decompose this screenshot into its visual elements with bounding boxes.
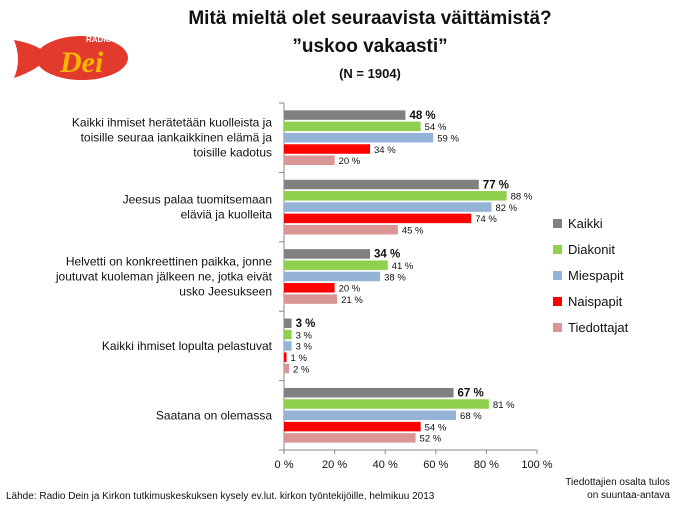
- category-label: joutuvat kuoleman jälkeen ne, jotka eivä…: [55, 270, 273, 284]
- data-label: 3 %: [296, 330, 313, 341]
- bar-tiedottajat: [284, 363, 290, 374]
- data-label: 67 %: [458, 387, 484, 399]
- data-label: 2 %: [293, 364, 310, 375]
- legend-label: Diakonit: [568, 242, 615, 257]
- data-label: 3 %: [296, 318, 316, 330]
- data-label: 34 %: [374, 249, 400, 261]
- bar-kaikki: [284, 110, 406, 120]
- data-label: 82 %: [495, 203, 517, 214]
- data-label: 81 %: [493, 400, 515, 411]
- legend-swatch: [553, 245, 562, 254]
- bar-kaikki: [284, 318, 292, 329]
- data-label: 52 %: [420, 434, 442, 445]
- legend-label: Miespapit: [568, 268, 624, 283]
- legend-swatch: [553, 297, 562, 306]
- data-label: 54 %: [425, 122, 447, 133]
- data-label: 45 %: [402, 225, 424, 236]
- bar-kaikki: [284, 249, 371, 259]
- bar-naispapit: [284, 352, 287, 362]
- x-tick-label: 0 %: [275, 459, 294, 471]
- bar-miespapit: [284, 410, 457, 421]
- category-label: Jeesus palaa tuomitsemaan: [123, 193, 272, 207]
- bar-naispapit: [284, 421, 421, 432]
- chart-subtitle: ”uskoo vakaasti”: [292, 36, 448, 57]
- sample-size: (N = 1904): [339, 66, 401, 81]
- legend-swatch: [553, 271, 562, 280]
- bar-naispapit: [284, 144, 371, 154]
- data-label: 74 %: [475, 214, 497, 225]
- category-label: Helvetti on konkreettinen paikka, jonne: [66, 255, 272, 269]
- category-label: Kaikki ihmiset lopulta pelastuvat: [102, 339, 273, 353]
- bar-miespapit: [284, 202, 492, 212]
- footnote-line: Tiedottajien osalta tulos: [565, 477, 670, 488]
- x-tick-label: 100 %: [521, 459, 552, 471]
- data-label: 34 %: [374, 145, 396, 156]
- radio-dei-logo: RADIO Dei: [14, 35, 128, 80]
- bar-kaikki: [284, 179, 479, 190]
- bar-diakonit: [284, 329, 292, 340]
- data-label: 88 %: [511, 192, 533, 203]
- svg-text:RADIO: RADIO: [86, 35, 112, 44]
- data-label: 48 %: [409, 110, 435, 122]
- category-label: toisille kadotus: [193, 146, 272, 160]
- x-tick-label: 80 %: [474, 459, 499, 471]
- bar-tiedottajat: [284, 155, 335, 166]
- legend-swatch: [553, 323, 562, 332]
- bar-diakonit: [284, 399, 489, 409]
- bar-miespapit: [284, 271, 381, 282]
- chart-title: Mitä mieltä olet seuraavista väittämistä…: [188, 8, 552, 29]
- data-label: 54 %: [425, 422, 447, 433]
- bar-naispapit: [284, 213, 472, 224]
- bar-tiedottajat: [284, 294, 338, 304]
- data-label: 77 %: [483, 179, 509, 191]
- bar-kaikki: [284, 387, 454, 398]
- data-label: 59 %: [437, 133, 459, 144]
- bar-tiedottajat: [284, 433, 416, 443]
- category-label: usko Jeesukseen: [179, 285, 272, 299]
- x-tick-label: 60 %: [423, 459, 448, 471]
- data-label: 68 %: [460, 411, 482, 422]
- legend-label: Tiedottajat: [568, 320, 629, 335]
- bar-diakonit: [284, 121, 421, 132]
- bar-diakonit: [284, 191, 507, 201]
- bar-diakonit: [284, 260, 388, 270]
- bar-miespapit: [284, 132, 434, 143]
- legend-label: Kaikki: [568, 216, 603, 231]
- data-label: 38 %: [384, 272, 406, 283]
- category-label: Kaikki ihmiset herätetään kuolleista ja: [72, 116, 272, 130]
- bar-miespapit: [284, 341, 292, 351]
- source-note: Lähde: Radio Dein ja Kirkon tutkimuskesk…: [6, 491, 435, 502]
- x-tick-label: 20 %: [322, 459, 347, 471]
- data-label: 41 %: [392, 261, 414, 272]
- footnote: Tiedottajien osalta tulos on suuntaa-ant…: [530, 476, 670, 502]
- category-label: toisille seuraa iankaikkinen elämä ja: [81, 131, 273, 145]
- bar-naispapit: [284, 283, 335, 293]
- data-label: 20 %: [339, 284, 361, 295]
- data-label: 20 %: [339, 156, 361, 167]
- category-label: Saatana on olemassa: [156, 408, 272, 422]
- footnote-line: on suuntaa-antava: [587, 490, 670, 501]
- data-label: 1 %: [291, 353, 308, 364]
- category-label: eläviä ja kuolleita: [181, 208, 273, 222]
- svg-text:Dei: Dei: [59, 46, 104, 79]
- data-label: 21 %: [341, 295, 363, 306]
- data-label: 3 %: [296, 342, 313, 353]
- bar-tiedottajat: [284, 224, 398, 235]
- x-tick-label: 40 %: [373, 459, 398, 471]
- legend-swatch: [553, 219, 562, 228]
- legend-label: Naispapit: [568, 294, 623, 309]
